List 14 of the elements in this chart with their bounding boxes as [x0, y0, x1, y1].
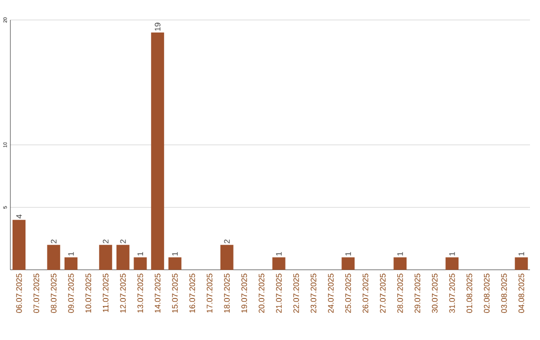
bar — [134, 257, 147, 270]
bar — [12, 220, 26, 270]
bar — [446, 257, 459, 270]
bar — [168, 257, 182, 270]
bar — [342, 257, 355, 270]
bar — [272, 257, 286, 270]
bar — [99, 244, 112, 270]
bar — [514, 257, 528, 270]
bar — [47, 244, 60, 270]
bar — [116, 244, 130, 270]
bar — [151, 32, 164, 270]
bar — [220, 244, 234, 270]
bar — [394, 257, 407, 270]
bar — [64, 257, 78, 270]
